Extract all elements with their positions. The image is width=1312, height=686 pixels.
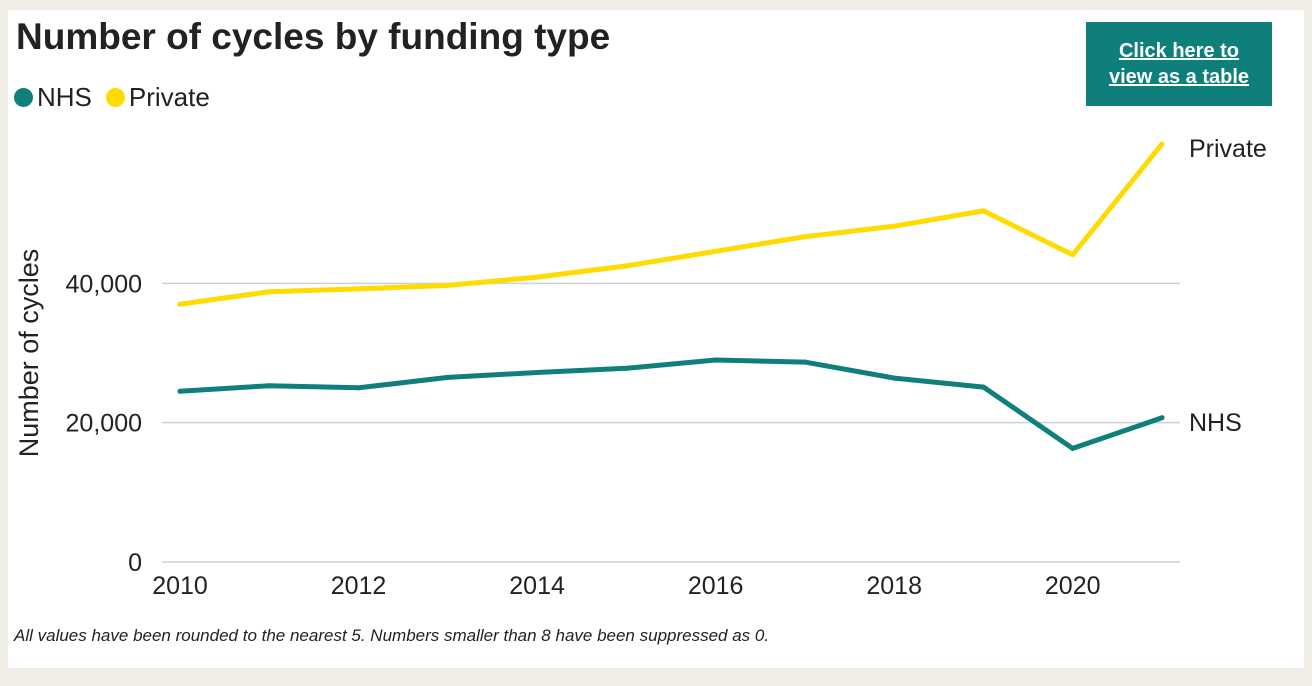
data-point-private: [980, 208, 986, 214]
x-axis: 2010 2012 2014 2016 2018 2020: [152, 572, 1100, 600]
x-tick-label: 2020: [1045, 572, 1101, 600]
chart-panel: Number of cycles by funding type NHS Pri…: [8, 10, 1304, 668]
data-point-nhs: [891, 375, 897, 381]
data-point-nhs: [802, 359, 808, 365]
data-point-private: [802, 234, 808, 240]
y-tick-label: 0: [128, 549, 142, 577]
data-point-nhs: [177, 388, 183, 394]
data-point-nhs: [713, 357, 719, 363]
chart-title: Number of cycles by funding type: [16, 16, 611, 57]
data-point-nhs: [534, 370, 540, 376]
legend-label-nhs: NHS: [37, 81, 92, 112]
y-axis: Number of cycles 0 20,000 40,000: [14, 249, 142, 577]
data-point-private: [1070, 252, 1076, 258]
chart-legend: NHS Private: [14, 82, 224, 112]
chart-footnote: All values have been rounded to the near…: [14, 626, 770, 645]
legend-item-private: Private: [105, 81, 210, 113]
x-tick-label: 2010: [152, 572, 208, 600]
series-line-nhs: [177, 357, 1165, 451]
data-point-private: [713, 248, 719, 254]
y-tick-label: 40,000: [66, 270, 142, 298]
data-point-nhs: [623, 365, 629, 371]
data-point-nhs: [445, 374, 451, 380]
data-point-nhs: [356, 385, 362, 391]
data-point-private: [356, 286, 362, 292]
y-axis-label: Number of cycles: [14, 249, 44, 458]
data-point-private: [1159, 141, 1165, 147]
x-tick-label: 2014: [509, 572, 565, 600]
series-end-labels: NHS Private: [1189, 135, 1267, 437]
data-point-private: [534, 274, 540, 280]
data-point-private: [891, 223, 897, 229]
series-end-label-nhs: NHS: [1189, 409, 1242, 437]
legend-dot-nhs: [14, 87, 33, 107]
view-as-table-button[interactable]: Click here to view as a table: [1086, 22, 1272, 106]
x-tick-label: 2018: [866, 572, 922, 600]
data-point-nhs: [980, 384, 986, 390]
series: [177, 141, 1165, 451]
data-point-nhs: [266, 383, 272, 389]
data-point-private: [623, 263, 629, 269]
data-point-private: [266, 289, 272, 295]
y-tick-label: 20,000: [66, 410, 142, 438]
data-point-nhs: [1070, 445, 1076, 451]
data-point-private: [445, 282, 451, 288]
data-point-nhs: [1159, 415, 1165, 421]
series-end-label-private: Private: [1189, 135, 1267, 163]
legend-dot-private: [105, 87, 125, 107]
x-tick-label: 2012: [331, 572, 387, 600]
gridlines: [162, 282, 1180, 563]
x-tick-label: 2016: [688, 572, 744, 600]
legend-label-private: Private: [128, 81, 210, 112]
data-point-private: [177, 301, 183, 307]
legend-item-nhs: NHS: [14, 82, 92, 113]
series-line-private: [177, 141, 1165, 307]
